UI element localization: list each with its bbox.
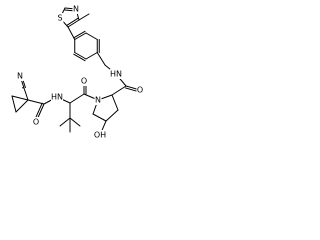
atom-label-background — [51, 92, 63, 102]
atom-label: HN — [51, 93, 63, 102]
atom-label: O — [33, 118, 39, 127]
atom-label-background — [32, 117, 40, 127]
bond — [15, 99, 29, 113]
bond — [59, 117, 71, 127]
bond — [11, 95, 29, 101]
atom-label: N — [73, 5, 79, 14]
bond — [96, 52, 106, 66]
atom-label: N — [95, 96, 101, 105]
atom-label: O — [137, 86, 143, 95]
double-bond — [73, 30, 86, 39]
bond — [78, 13, 90, 21]
background — [0, 0, 152, 152]
atom-label-background — [72, 4, 80, 14]
atom-label-background — [94, 130, 106, 140]
molecule-structure: N S HN O O N HN N O OH — [0, 0, 152, 152]
bond — [11, 95, 17, 113]
atom-label: OH — [94, 131, 106, 140]
bond — [85, 52, 98, 60]
bond — [92, 113, 107, 122]
bond — [105, 109, 119, 122]
atom-label-background — [80, 76, 88, 86]
atom-label: HN — [110, 70, 122, 79]
bond — [111, 94, 119, 111]
double-bond — [66, 17, 79, 26]
bond — [69, 93, 85, 104]
atom-label: S — [57, 14, 62, 23]
double-bond — [67, 19, 80, 28]
atom-label-background — [110, 69, 122, 79]
atom-label-background — [136, 85, 144, 95]
atom-label-background — [94, 95, 102, 105]
atom-label-background — [56, 13, 64, 23]
bond — [67, 26, 76, 40]
bond — [27, 99, 45, 105]
bond — [69, 117, 81, 127]
atom-label-background — [16, 71, 24, 81]
bond — [23, 87, 29, 101]
atom-labels: N S HN O O N HN N O OH — [16, 4, 144, 140]
bond — [111, 85, 127, 96]
atom-label: N — [17, 72, 23, 81]
double-bond — [74, 52, 87, 60]
atom-label: O — [81, 77, 87, 86]
double-bond — [73, 53, 86, 62]
bond — [85, 32, 98, 40]
double-bond — [74, 32, 87, 40]
